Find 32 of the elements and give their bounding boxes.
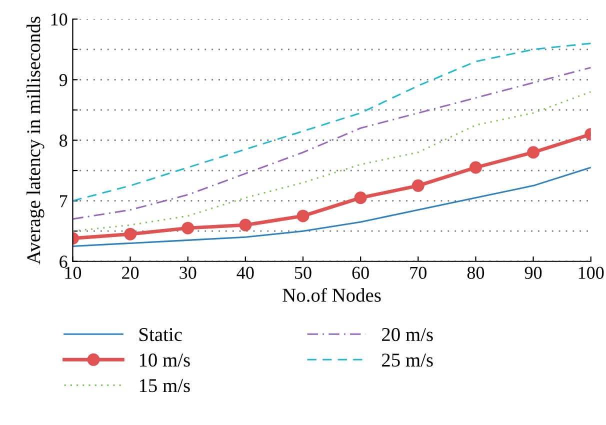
x-tick-label: 80 — [467, 266, 484, 279]
x-tick-label: 30 — [180, 266, 196, 279]
y-tick-label: 8 — [60, 134, 68, 147]
y-tick-label: 6 — [60, 256, 68, 268]
y-tick-label: 10 — [51, 13, 68, 26]
line-series — [72, 42, 591, 202]
x-tick-label: 40 — [236, 266, 254, 279]
point — [527, 146, 540, 159]
x-tick-label: 70 — [410, 266, 426, 279]
y-tick-label: 9 — [59, 74, 68, 86]
line-series — [72, 66, 591, 220]
point — [469, 161, 482, 174]
point — [182, 222, 194, 234]
point — [239, 218, 252, 232]
point — [124, 228, 137, 240]
legend-label: 25 m/s — [382, 354, 433, 367]
x-tick-label: 20 — [122, 266, 139, 279]
y-axis-title: Average latency in milliseconds — [26, 16, 44, 264]
legend-label: 15 m/s — [140, 379, 190, 392]
x-tick-label: 100 — [578, 266, 604, 279]
x-tick-label: 50 — [295, 266, 312, 279]
point — [354, 192, 367, 204]
line-series — [72, 166, 591, 247]
point — [412, 179, 424, 192]
point — [296, 210, 310, 222]
y-tick-label: 7 — [60, 195, 68, 208]
x-tick-label: 90 — [524, 266, 542, 279]
legend-label: 10 m/s — [140, 354, 190, 367]
legend-label: Static — [140, 328, 182, 342]
legend-label: 20 m/s — [382, 328, 433, 342]
x-axis-title: No.of Nodes — [282, 288, 381, 302]
x-tick-label: 60 — [352, 266, 369, 279]
